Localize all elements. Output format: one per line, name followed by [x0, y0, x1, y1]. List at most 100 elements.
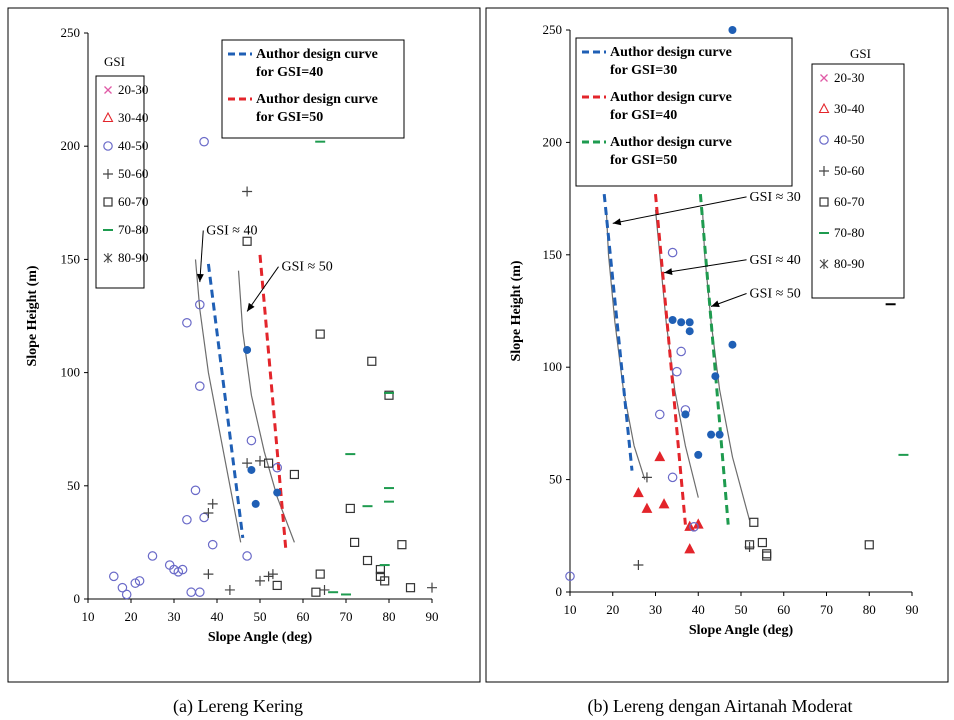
design-legend-label: Author design curve [256, 92, 378, 107]
gsi-legend-label: 20-30 [118, 82, 148, 97]
point-square [749, 517, 759, 527]
point-circle [667, 472, 678, 483]
gsi-legend-title: GSI [850, 46, 871, 61]
design-curve [258, 254, 288, 550]
x-tick-label: 50 [735, 602, 748, 617]
fit-curve [605, 209, 646, 480]
fit-curve [237, 270, 295, 543]
point-triangle [654, 450, 666, 462]
point-triangle [684, 543, 696, 554]
gsi-legend-label: 50-60 [834, 163, 864, 178]
y-tick-label: 150 [61, 251, 81, 266]
x-tick-label: 80 [383, 609, 396, 624]
point-circle [199, 136, 209, 147]
point-triangle [632, 486, 644, 498]
point-square [315, 329, 325, 339]
x-axis-label: Slope Angle (deg) [208, 630, 313, 645]
x-tick-label: 30 [168, 609, 181, 624]
gsi-legend-box [811, 63, 905, 299]
arrow-head [711, 300, 720, 308]
point-filled [728, 340, 737, 349]
y-tick-label: 200 [543, 134, 563, 149]
point-circle [103, 141, 113, 151]
point-square [380, 576, 390, 586]
point-circle [819, 135, 829, 145]
point-filled [677, 318, 686, 327]
point-square [289, 469, 299, 480]
point-square [345, 503, 355, 514]
gsi-legend-label: 70-80 [834, 225, 864, 240]
gsi-legend-label: 20-30 [834, 70, 864, 85]
chart-panel-b: 10 20 30 40 50 60 70 80 90 0 50 100 150 200 250 Slope A… [485, 7, 949, 683]
point-circle [182, 514, 192, 525]
design-legend-box [221, 39, 405, 139]
design-legend-label: for GSI=40 [256, 65, 323, 80]
point-plus [203, 507, 214, 518]
gsi-legend-label: 50-60 [118, 166, 148, 181]
point-circle [186, 587, 196, 598]
panel-frame [7, 7, 481, 683]
point-triangle [641, 502, 653, 513]
annotation-arrow [663, 259, 747, 274]
point-x [104, 86, 112, 94]
point-circle [147, 551, 158, 561]
x-tick-label: 70 [340, 609, 353, 624]
y-axis-label: Slope Height (m) [25, 265, 40, 366]
point-circle [565, 571, 575, 582]
point-triangle [102, 111, 114, 123]
x-tick-label: 10 [564, 602, 577, 617]
point-plus [267, 569, 278, 580]
y-tick-label: 0 [556, 584, 563, 599]
gsi-legend-title: GSI [104, 54, 125, 69]
gsi-legend-label: 30-40 [118, 110, 148, 125]
point-plus [224, 584, 235, 595]
design-legend-label: Author design curve [256, 47, 378, 62]
gsi-annotation: GSI ≈ 40 [206, 223, 257, 238]
point-filled [243, 345, 252, 354]
point-plus [242, 458, 253, 469]
y-tick-label: 250 [543, 22, 563, 37]
design-curve [654, 193, 687, 525]
point-square [397, 540, 407, 550]
point-square [103, 197, 113, 207]
x-tick-label: 30 [649, 602, 662, 617]
point-circle [689, 522, 699, 532]
point-filled [707, 430, 716, 439]
point-plus [319, 584, 330, 595]
point-square [762, 551, 772, 561]
x-tick-label: 90 [426, 609, 439, 624]
design-curve [206, 263, 245, 539]
point-filled [711, 372, 720, 381]
point-circle [654, 409, 665, 420]
x-tick-label: 50 [254, 609, 267, 624]
point-triangle [658, 498, 670, 509]
design-legend-label: for GSI=50 [610, 153, 677, 168]
point-square [264, 458, 274, 468]
annotation-arrow [199, 230, 204, 283]
point-square [405, 583, 416, 593]
point-square [864, 540, 874, 550]
point-square [819, 197, 829, 207]
point-square [367, 356, 377, 366]
x-axis-label: Slope Angle (deg) [689, 623, 794, 638]
gsi-annotation: GSI ≈ 30 [750, 190, 801, 205]
point-square [350, 537, 360, 548]
x-tick-label: 10 [82, 609, 95, 624]
caption-a: (a) Lereng Kering [173, 696, 303, 717]
point-filled [685, 327, 694, 336]
point-circle [195, 381, 205, 391]
point-square [242, 236, 252, 246]
point-plus [744, 542, 755, 553]
design-legend-label: Author design curve [610, 135, 732, 150]
design-curve [698, 193, 730, 525]
point-plus [207, 498, 218, 509]
x-tick-label: 20 [125, 609, 138, 624]
point-square [757, 537, 767, 548]
point-x [820, 74, 828, 82]
point-square [315, 569, 325, 579]
point-triangle [818, 102, 830, 114]
point-plus [633, 560, 644, 571]
point-circle [207, 539, 218, 550]
y-tick-label: 100 [61, 365, 81, 380]
y-tick-label: 0 [74, 591, 81, 606]
